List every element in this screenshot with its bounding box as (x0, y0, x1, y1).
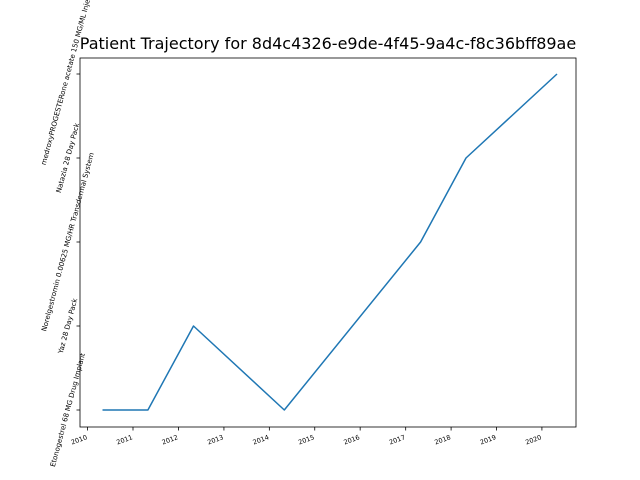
x-tick-label: 2010 (70, 433, 88, 446)
x-tick-label: 2014 (252, 433, 270, 446)
x-tick-label: 2017 (388, 433, 406, 446)
x-tick-label: 2012 (161, 433, 179, 446)
x-tick-label: 2013 (206, 433, 224, 446)
y-tick-label: Natazia 28 Day Pack (55, 121, 82, 194)
chart-title: Patient Trajectory for 8d4c4326-e9de-4f4… (80, 34, 576, 53)
plot-lines (102, 73, 558, 411)
y-tick-label: Norelgestromin 0.00625 MG/HR Transdermal… (40, 152, 96, 333)
x-tick-label: 2011 (115, 433, 133, 446)
y-tick-label: Etonogestrel 68 MG Drug Implant (49, 352, 87, 468)
series-line (102, 73, 558, 411)
x-tick-label: 2016 (343, 433, 361, 446)
x-axis: 2010 2011 2012 2013 2014 2015 2016 2017 2018 2019… (70, 427, 543, 447)
y-tick-label: Yaz 28 Day Pack (57, 297, 80, 356)
x-tick-label: 2018 (433, 433, 451, 446)
x-tick-label: 2015 (297, 433, 315, 446)
x-tick-label: 2019 (479, 433, 497, 446)
x-tick-label: 2020 (524, 433, 542, 446)
plot-frame (79, 57, 577, 428)
